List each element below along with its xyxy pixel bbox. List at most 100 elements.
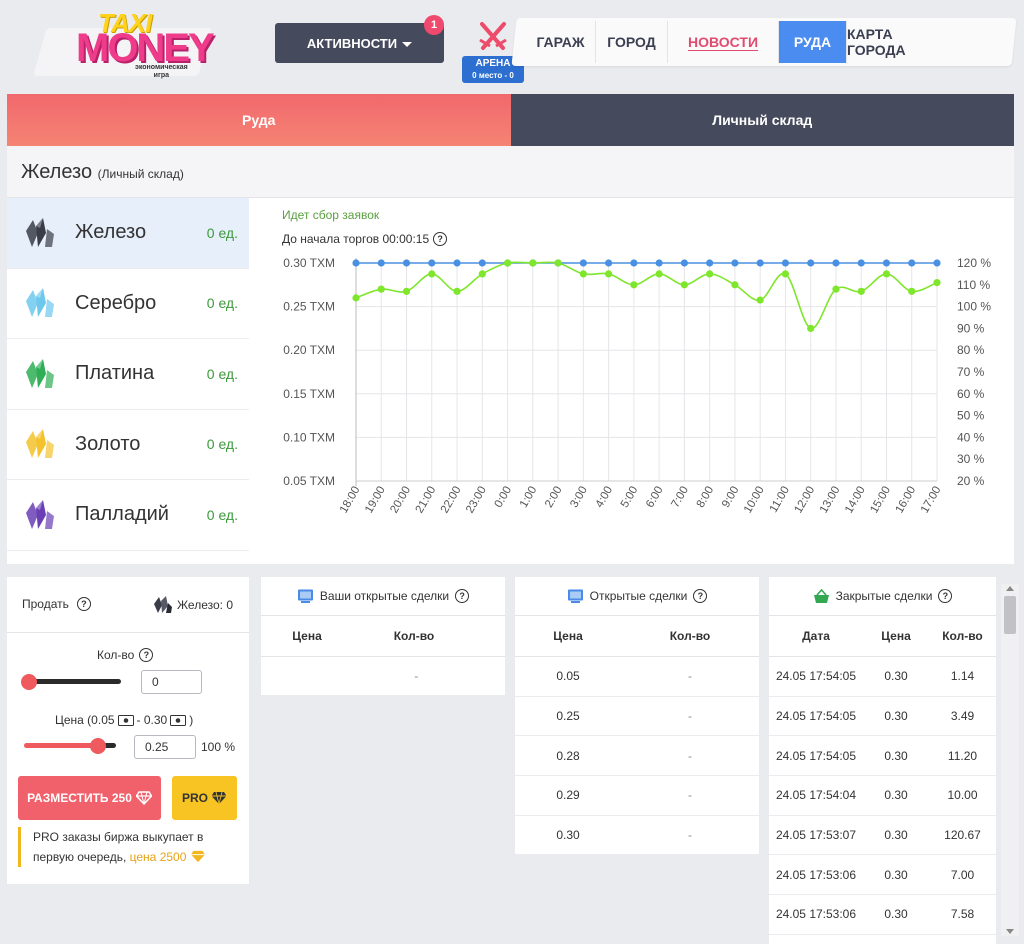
ore-item[interactable]: Золото 0 ед. bbox=[7, 410, 249, 480]
quantity-input[interactable]: 0 bbox=[141, 670, 202, 694]
nav-city-map[interactable]: КАРТА ГОРОДА bbox=[847, 26, 906, 58]
series-point bbox=[908, 287, 916, 295]
series-point bbox=[579, 270, 587, 278]
nav-city[interactable]: ГОРОД bbox=[596, 21, 668, 63]
main-nav: ГАРАЖ ГОРОД НОВОСТИ РУДА КАРТА ГОРОДА bbox=[526, 21, 953, 63]
activities-button[interactable]: АКТИВНОСТИ bbox=[275, 23, 444, 63]
ore-item[interactable]: Железо 0 ед. bbox=[7, 198, 249, 269]
nav-news[interactable]: НОВОСТИ bbox=[668, 21, 779, 63]
y-left-tick-label: 0.20 TXM bbox=[283, 343, 335, 357]
series-point bbox=[630, 281, 638, 289]
closed-deals-title: Закрытые сделки bbox=[835, 589, 933, 603]
table-cell: 0.30 bbox=[884, 709, 908, 724]
arena-place: 0 место - 0 bbox=[472, 71, 514, 80]
pro-note-price: цена 2500 bbox=[129, 850, 187, 864]
page-scrollbar[interactable] bbox=[1001, 584, 1019, 936]
table-cell: 0.30 bbox=[884, 907, 908, 922]
price-slider-handle[interactable] bbox=[89, 738, 106, 754]
series-point bbox=[655, 270, 663, 278]
tab-personal-storage[interactable]: Личный склад bbox=[510, 94, 1014, 146]
series-point bbox=[706, 270, 714, 278]
banknote-icon bbox=[117, 714, 134, 726]
series-point bbox=[377, 285, 385, 293]
x-tick-label: 9:00 bbox=[720, 485, 742, 510]
x-tick-label: 18:00 bbox=[338, 485, 363, 516]
ore-quantity: 0 ед. bbox=[206, 224, 238, 241]
y-right-tick-label: 70 % bbox=[957, 365, 985, 379]
help-icon[interactable]: ? bbox=[433, 232, 448, 246]
help-icon[interactable]: ? bbox=[76, 597, 91, 611]
ore-item[interactable]: Палладий 0 ед. bbox=[7, 480, 249, 551]
price-slider[interactable] bbox=[24, 743, 116, 748]
my-open-deals-header: Ваши открытые сделки ? bbox=[261, 577, 505, 616]
chart-status: Идет сбор заявок bbox=[282, 208, 380, 222]
closed-deals-columns: Дата Цена Кол-во bbox=[769, 616, 996, 657]
nav-ore[interactable]: РУДА bbox=[779, 21, 847, 63]
table-cell: 0.30 bbox=[884, 788, 908, 803]
table-cell: - bbox=[688, 709, 692, 724]
ore-item[interactable]: Серебро 0 ед. bbox=[7, 269, 249, 339]
sell-label-text: Продать bbox=[22, 597, 69, 611]
diamond-icon bbox=[190, 850, 205, 863]
scroll-up-arrow-icon[interactable] bbox=[1006, 586, 1014, 591]
series-point bbox=[453, 287, 461, 295]
y-left-tick-label: 0.30 TXM bbox=[283, 256, 335, 270]
tab-ore[interactable]: Руда bbox=[7, 94, 511, 146]
table-row: 24.05 17:54:05 0.30 1.14 bbox=[769, 657, 996, 697]
pro-order-button[interactable]: PRO bbox=[172, 776, 237, 820]
help-icon[interactable]: ? bbox=[139, 648, 154, 662]
series-point bbox=[781, 259, 790, 267]
y-right-tick-label: 120 % bbox=[957, 256, 991, 270]
scrollbar-thumb[interactable] bbox=[1004, 596, 1016, 634]
iron-balance: Железо: 0 bbox=[152, 595, 233, 615]
help-icon[interactable]: ? bbox=[455, 589, 470, 603]
table-row: 0.30 - bbox=[515, 816, 759, 856]
table-cell: 0.30 bbox=[884, 828, 908, 843]
logo-money-text: MONEY bbox=[76, 26, 215, 70]
series-point bbox=[453, 259, 461, 267]
ore-item[interactable]: Платина 0 ед. bbox=[7, 339, 249, 410]
crossed-swords-icon bbox=[479, 22, 507, 50]
quantity-slider-handle[interactable] bbox=[21, 674, 37, 690]
series-point bbox=[882, 259, 891, 267]
series-point bbox=[428, 270, 436, 278]
help-icon[interactable]: ? bbox=[938, 589, 953, 603]
activities-badge: 1 bbox=[424, 15, 444, 35]
price-percent: 100 % bbox=[201, 740, 236, 754]
nav-garage[interactable]: ГАРАЖ bbox=[526, 21, 596, 63]
price-input[interactable]: 0.25 bbox=[134, 735, 196, 759]
column-date: Дата bbox=[802, 629, 830, 643]
series-point bbox=[731, 259, 739, 267]
series-point bbox=[706, 259, 714, 267]
y-right-tick-label: 30 % bbox=[957, 452, 985, 466]
table-row: 24.05 17:53:06 0.30 7.00 bbox=[769, 855, 996, 896]
palladium-ore-icon bbox=[26, 499, 54, 529]
table-row: 24.05 17:53:07 0.30 120.67 bbox=[769, 816, 996, 856]
table-cell: 10.00 bbox=[947, 788, 978, 803]
help-icon[interactable]: ? bbox=[693, 589, 708, 603]
taxi-money-logo[interactable]: TAXI MONEY экономическая игра bbox=[33, 6, 215, 86]
table-cell: 24.05 17:54:04 bbox=[775, 788, 857, 803]
quantity-slider[interactable] bbox=[29, 679, 121, 684]
series-point bbox=[832, 285, 840, 293]
series-line bbox=[355, 261, 938, 330]
scroll-down-arrow-icon[interactable] bbox=[1006, 929, 1014, 934]
table-row: 0.29 - bbox=[515, 776, 759, 816]
place-order-button[interactable]: РАЗМЕСТИТЬ 250 bbox=[18, 776, 161, 820]
diamond-icon bbox=[211, 791, 227, 805]
x-tick-label: 23:00 bbox=[464, 485, 489, 516]
x-tick-label: 10:00 bbox=[742, 485, 767, 516]
x-tick-label: 21:00 bbox=[414, 485, 439, 516]
place-order-label: РАЗМЕСТИТЬ 250 bbox=[27, 791, 132, 805]
y-right-tick-label: 80 % bbox=[957, 343, 985, 357]
series-point bbox=[428, 259, 436, 267]
pro-note: PRO заказы биржа выкупает в первую очере… bbox=[18, 827, 228, 867]
ore-quantity: 0 ед. bbox=[206, 436, 238, 453]
table-cell: 0.30 bbox=[884, 748, 908, 763]
y-right-tick-label: 20 % bbox=[957, 474, 985, 488]
table-cell: 0.28 bbox=[556, 748, 580, 763]
series-point bbox=[478, 270, 486, 278]
x-tick-label: 0:00 bbox=[493, 485, 515, 510]
logo-taxi-text: TAXI bbox=[98, 8, 152, 38]
y-left-tick-label: 0.15 TXM bbox=[283, 387, 335, 401]
